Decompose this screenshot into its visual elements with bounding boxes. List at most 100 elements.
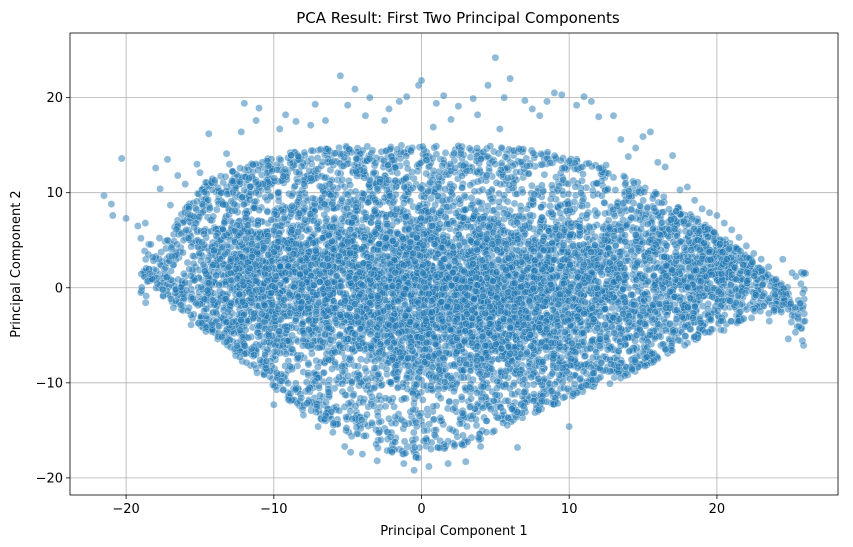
scatter-point [348, 345, 356, 354]
scatter-point [406, 291, 415, 300]
scatter-point [355, 268, 364, 277]
scatter-point [367, 292, 376, 300]
scatter-point [338, 362, 346, 371]
scatter-point [442, 203, 451, 211]
scatter-point [460, 337, 469, 345]
scatter-point [367, 269, 376, 278]
scatter-point [436, 394, 445, 403]
scatter-point [475, 369, 484, 378]
scatter-point [358, 223, 367, 231]
scatter-point [452, 234, 460, 243]
scatter-point [344, 273, 353, 282]
scatter-point [493, 377, 502, 386]
scatter-point [415, 412, 424, 420]
scatter-point [419, 301, 428, 310]
scatter-point [412, 233, 421, 242]
scatter-point [374, 411, 382, 420]
scatter-point [370, 357, 379, 366]
scatter-point [337, 215, 346, 223]
scatter-point [406, 197, 415, 205]
scatter-point [466, 203, 475, 212]
scatter-point [430, 240, 439, 248]
scatter-point [427, 194, 435, 203]
scatter-point [451, 209, 460, 217]
scatter-point [494, 256, 503, 264]
scatter-point [459, 213, 467, 222]
scatter-point [470, 187, 479, 196]
scatter-point [445, 195, 454, 204]
scatter-point [394, 296, 403, 305]
scatter-point [414, 224, 423, 232]
scatter-point [402, 373, 411, 382]
scatter-point [419, 260, 427, 269]
scatter-point [441, 185, 449, 193]
scatter-point [362, 213, 370, 221]
scatter-point [355, 292, 364, 301]
points-layer [100, 53, 810, 475]
scatter-point [409, 405, 417, 414]
scatter-point [450, 218, 458, 227]
scatter-point [458, 184, 467, 192]
scatter-point [440, 330, 449, 339]
scatter-point [426, 382, 435, 390]
scatter-point [335, 373, 343, 382]
scatter-point [436, 220, 444, 228]
scatter-point [351, 187, 360, 196]
scatter-point [431, 271, 440, 280]
scatter-point [438, 196, 447, 205]
scatter-point [430, 214, 439, 223]
scatter-point [402, 251, 410, 259]
scatter-point [467, 194, 476, 202]
scatter-point [473, 388, 481, 397]
scatter-point [338, 322, 346, 330]
scatter-point [358, 339, 367, 347]
scatter-point [581, 352, 590, 360]
scatter-point [441, 149, 450, 157]
scatter-point [375, 320, 384, 329]
scatter-point [381, 402, 390, 411]
scatter-point [339, 344, 347, 352]
scatter-point [420, 358, 429, 367]
scatter-point [343, 204, 351, 213]
scatter-point [401, 311, 410, 320]
scatter-point [383, 221, 392, 230]
scatter-point [386, 210, 395, 219]
scatter-point [432, 373, 441, 382]
scatter-point [421, 345, 430, 353]
scatter-point [445, 397, 454, 406]
scatter-point [373, 292, 382, 300]
scatter-point [381, 233, 390, 242]
scatter-point [457, 373, 466, 382]
scatter-point [518, 188, 527, 197]
scatter-point [361, 364, 369, 373]
scatter-point [385, 414, 393, 423]
scatter-point [386, 192, 394, 200]
scatter-point [556, 209, 565, 217]
scatter-point [436, 207, 445, 215]
scatter-point [346, 353, 355, 362]
scatter-point [411, 310, 420, 318]
scatter-point [523, 348, 531, 357]
scatter-point [363, 410, 371, 419]
scatter-point [417, 214, 426, 222]
scatter-point [338, 175, 347, 184]
scatter-point [411, 257, 419, 266]
scatter-point [312, 307, 320, 316]
scatter-point [367, 373, 376, 382]
scatter-point [374, 370, 383, 378]
scatter-point [330, 215, 338, 224]
scatter-point [338, 387, 347, 396]
scatter-point [392, 205, 401, 213]
scatter-point [510, 199, 519, 208]
scatter-point [344, 259, 353, 268]
chart-title: PCA Result: First Two Principal Componen… [296, 9, 620, 27]
scatter-point [493, 246, 502, 254]
scatter-point [428, 222, 437, 230]
scatter-point [372, 198, 380, 207]
scatter-point [419, 241, 428, 250]
scatter-point [376, 340, 385, 349]
scatter-point [404, 225, 413, 233]
scatter-point [400, 199, 408, 207]
